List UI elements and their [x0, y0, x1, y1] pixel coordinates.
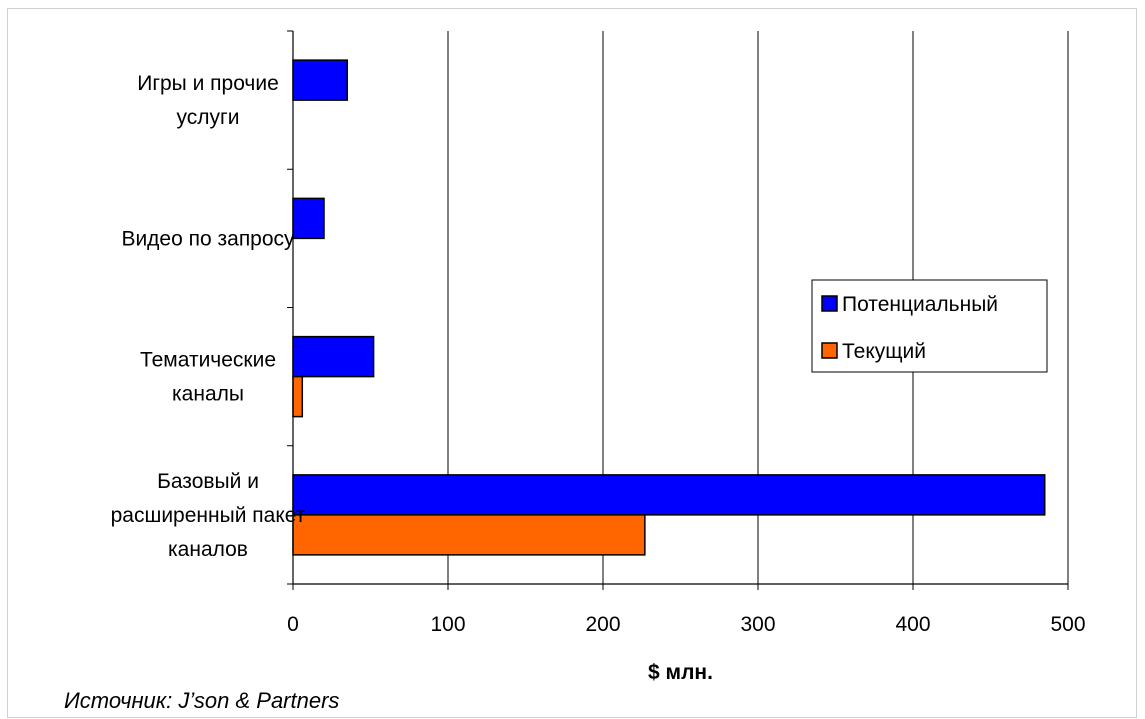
chart-frame: [7, 8, 1137, 718]
source-note: Источник: J’son & Partners: [64, 688, 340, 713]
category-label: каналов: [168, 538, 248, 561]
legend: Потенциальный Текущий: [811, 279, 1048, 373]
category-label: услуги: [177, 106, 240, 129]
legend-label-current: Текущий: [842, 340, 926, 363]
x-tick-label: 200: [585, 613, 620, 636]
bar-potential-3: [292, 474, 1046, 516]
bar-potential-2: [292, 335, 375, 378]
x-tick-label: 400: [895, 613, 930, 636]
category-label: Игры и прочие: [137, 72, 279, 95]
category-label: расширенный пакет: [111, 504, 306, 527]
legend-swatch-potential: [821, 295, 838, 312]
legend-swatch-current: [821, 342, 838, 359]
category-label: Базовый и: [157, 470, 259, 493]
x-tick-labels: 0 100 200 300 400 500: [287, 613, 1085, 636]
legend-label-potential: Потенциальный: [842, 293, 998, 316]
bars: [292, 59, 1046, 556]
bar-potential-1: [292, 197, 325, 240]
bar-current-2: [292, 375, 304, 418]
bar-potential-0: [292, 59, 348, 101]
legend-box: [811, 279, 1048, 373]
category-label: Тематические: [140, 349, 276, 372]
category-labels: Игры и прочие услуги Видео по запросу Темат…: [111, 72, 306, 561]
x-tick-label: 500: [1050, 613, 1085, 636]
category-label: каналы: [172, 383, 244, 406]
x-axis-title: $ млн.: [648, 661, 713, 684]
x-tick-label: 300: [740, 613, 775, 636]
x-tick-label: 0: [287, 613, 299, 636]
category-label: Видео по запросу: [121, 227, 295, 250]
bar-current-3: [292, 514, 646, 556]
x-tick-label: 100: [430, 613, 465, 636]
